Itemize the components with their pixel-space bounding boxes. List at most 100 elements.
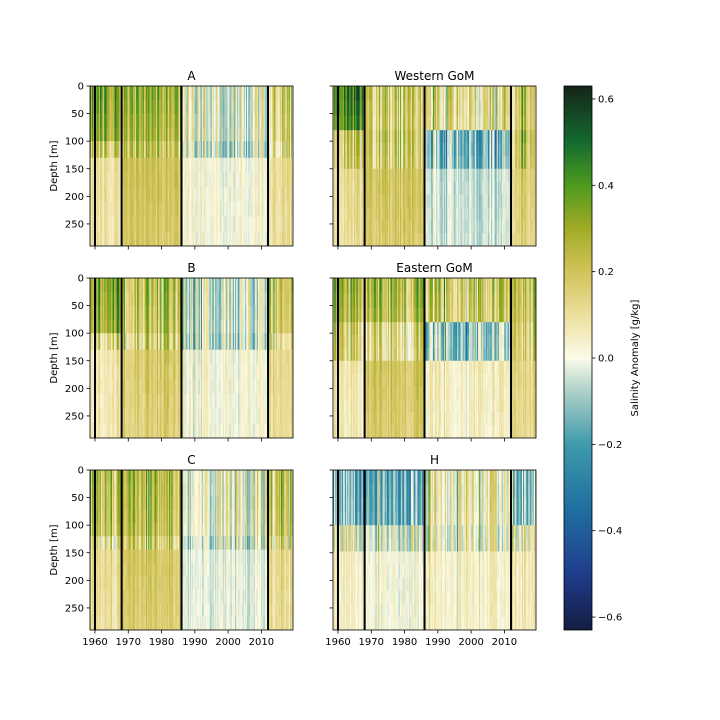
heatmap-cell — [481, 155, 483, 170]
heatmap-cell — [197, 127, 200, 142]
heatmap-cell — [114, 187, 116, 203]
heatmap-cell — [365, 207, 368, 221]
heatmap-cell — [140, 393, 143, 409]
heatmap-cell — [431, 181, 434, 195]
heatmap-cell — [520, 220, 523, 234]
heatmap-cell — [380, 130, 382, 144]
heatmap-cell — [144, 291, 147, 306]
heatmap-cell — [244, 157, 247, 173]
heatmap-cell — [380, 220, 382, 234]
heatmap-cell — [129, 216, 132, 232]
heatmap-cell — [397, 168, 400, 183]
heatmap-cell — [457, 220, 459, 234]
heatmap-cell — [125, 86, 127, 101]
heatmap-cell — [185, 86, 188, 101]
heatmap-cell — [430, 181, 433, 195]
heatmap-cell — [106, 278, 108, 293]
heatmap-cell — [192, 216, 194, 232]
heatmap-cell — [288, 157, 291, 173]
heatmap-cell — [286, 216, 289, 232]
heatmap-cell — [417, 115, 420, 131]
heatmap-cell — [367, 194, 369, 208]
heatmap-cell — [468, 233, 470, 246]
heatmap-cell — [248, 86, 250, 101]
heatmap-cell — [421, 86, 424, 102]
heatmap-cell — [254, 231, 257, 246]
heatmap-cell — [99, 172, 102, 188]
heatmap-cell — [127, 141, 129, 159]
heatmap-cell — [513, 168, 515, 183]
heatmap-cell — [522, 100, 525, 116]
heatmap-cell — [492, 115, 494, 131]
heatmap-cell — [497, 155, 500, 170]
heatmap-cell — [92, 393, 94, 409]
heatmap-cell — [438, 220, 440, 234]
heatmap-cell — [353, 130, 356, 144]
heatmap-cell — [446, 181, 448, 195]
heatmap-cell — [439, 233, 442, 246]
heatmap-cell — [132, 201, 135, 217]
heatmap-cell — [226, 99, 228, 114]
heatmap-cell — [260, 113, 262, 128]
heatmap-cell — [100, 305, 103, 320]
heatmap-cell — [186, 216, 189, 232]
heatmap-cell — [142, 141, 145, 159]
heatmap-cell — [341, 207, 344, 221]
heatmap-cell — [193, 86, 195, 101]
heatmap-cell — [151, 201, 153, 217]
heatmap-cell — [100, 408, 103, 424]
heatmap-cell — [160, 113, 162, 128]
heatmap-cell — [477, 143, 480, 157]
heatmap-cell — [152, 333, 155, 351]
heatmap-cell — [103, 172, 105, 188]
heatmap-cell — [417, 194, 420, 208]
heatmap-cell — [432, 155, 435, 170]
heatmap-cell — [241, 113, 244, 128]
heatmap-cell — [207, 86, 210, 101]
heatmap-cell — [283, 127, 285, 142]
heatmap-cell — [369, 143, 371, 157]
heatmap-cell — [177, 216, 180, 232]
heatmap-cell — [238, 201, 240, 217]
heatmap-cell — [533, 233, 536, 246]
heatmap-cell — [501, 181, 503, 195]
heatmap-cell — [508, 115, 511, 131]
heatmap-cell — [140, 423, 143, 438]
heatmap-cell — [285, 157, 287, 173]
heatmap-cell — [396, 130, 399, 144]
heatmap-cell — [199, 201, 202, 217]
heatmap-cell — [387, 220, 390, 234]
heatmap-cell — [476, 220, 479, 234]
heatmap-cell — [203, 113, 205, 128]
heatmap-cell — [413, 233, 415, 246]
heatmap-cell — [425, 115, 427, 131]
heatmap-cell — [471, 233, 473, 246]
heatmap-cell — [210, 141, 213, 159]
heatmap-cell — [199, 113, 202, 128]
heatmap-cell — [243, 99, 246, 114]
heatmap-cell — [340, 115, 343, 131]
heatmap-cell — [203, 172, 205, 188]
heatmap-cell — [474, 143, 477, 157]
heatmap-cell — [249, 86, 251, 101]
heatmap-cell — [259, 99, 261, 114]
heatmap-cell — [136, 172, 138, 188]
heatmap-cell — [148, 408, 150, 424]
heatmap-cell — [408, 143, 411, 157]
heatmap-cell — [238, 216, 240, 232]
heatmap-cell — [248, 231, 250, 246]
heatmap-cell — [128, 99, 130, 114]
heatmap-cell — [416, 194, 418, 208]
heatmap-cell — [214, 231, 216, 246]
heatmap-cell — [219, 99, 222, 114]
heatmap-cell — [108, 364, 111, 380]
heatmap-cell — [140, 127, 143, 142]
heatmap-cell — [436, 220, 438, 234]
heatmap-cell — [149, 305, 151, 320]
heatmap-cell — [184, 99, 186, 114]
heatmap-cell — [442, 220, 445, 234]
heatmap-cell — [519, 130, 522, 144]
heatmap-cell — [153, 423, 156, 438]
heatmap-cell — [243, 216, 246, 232]
